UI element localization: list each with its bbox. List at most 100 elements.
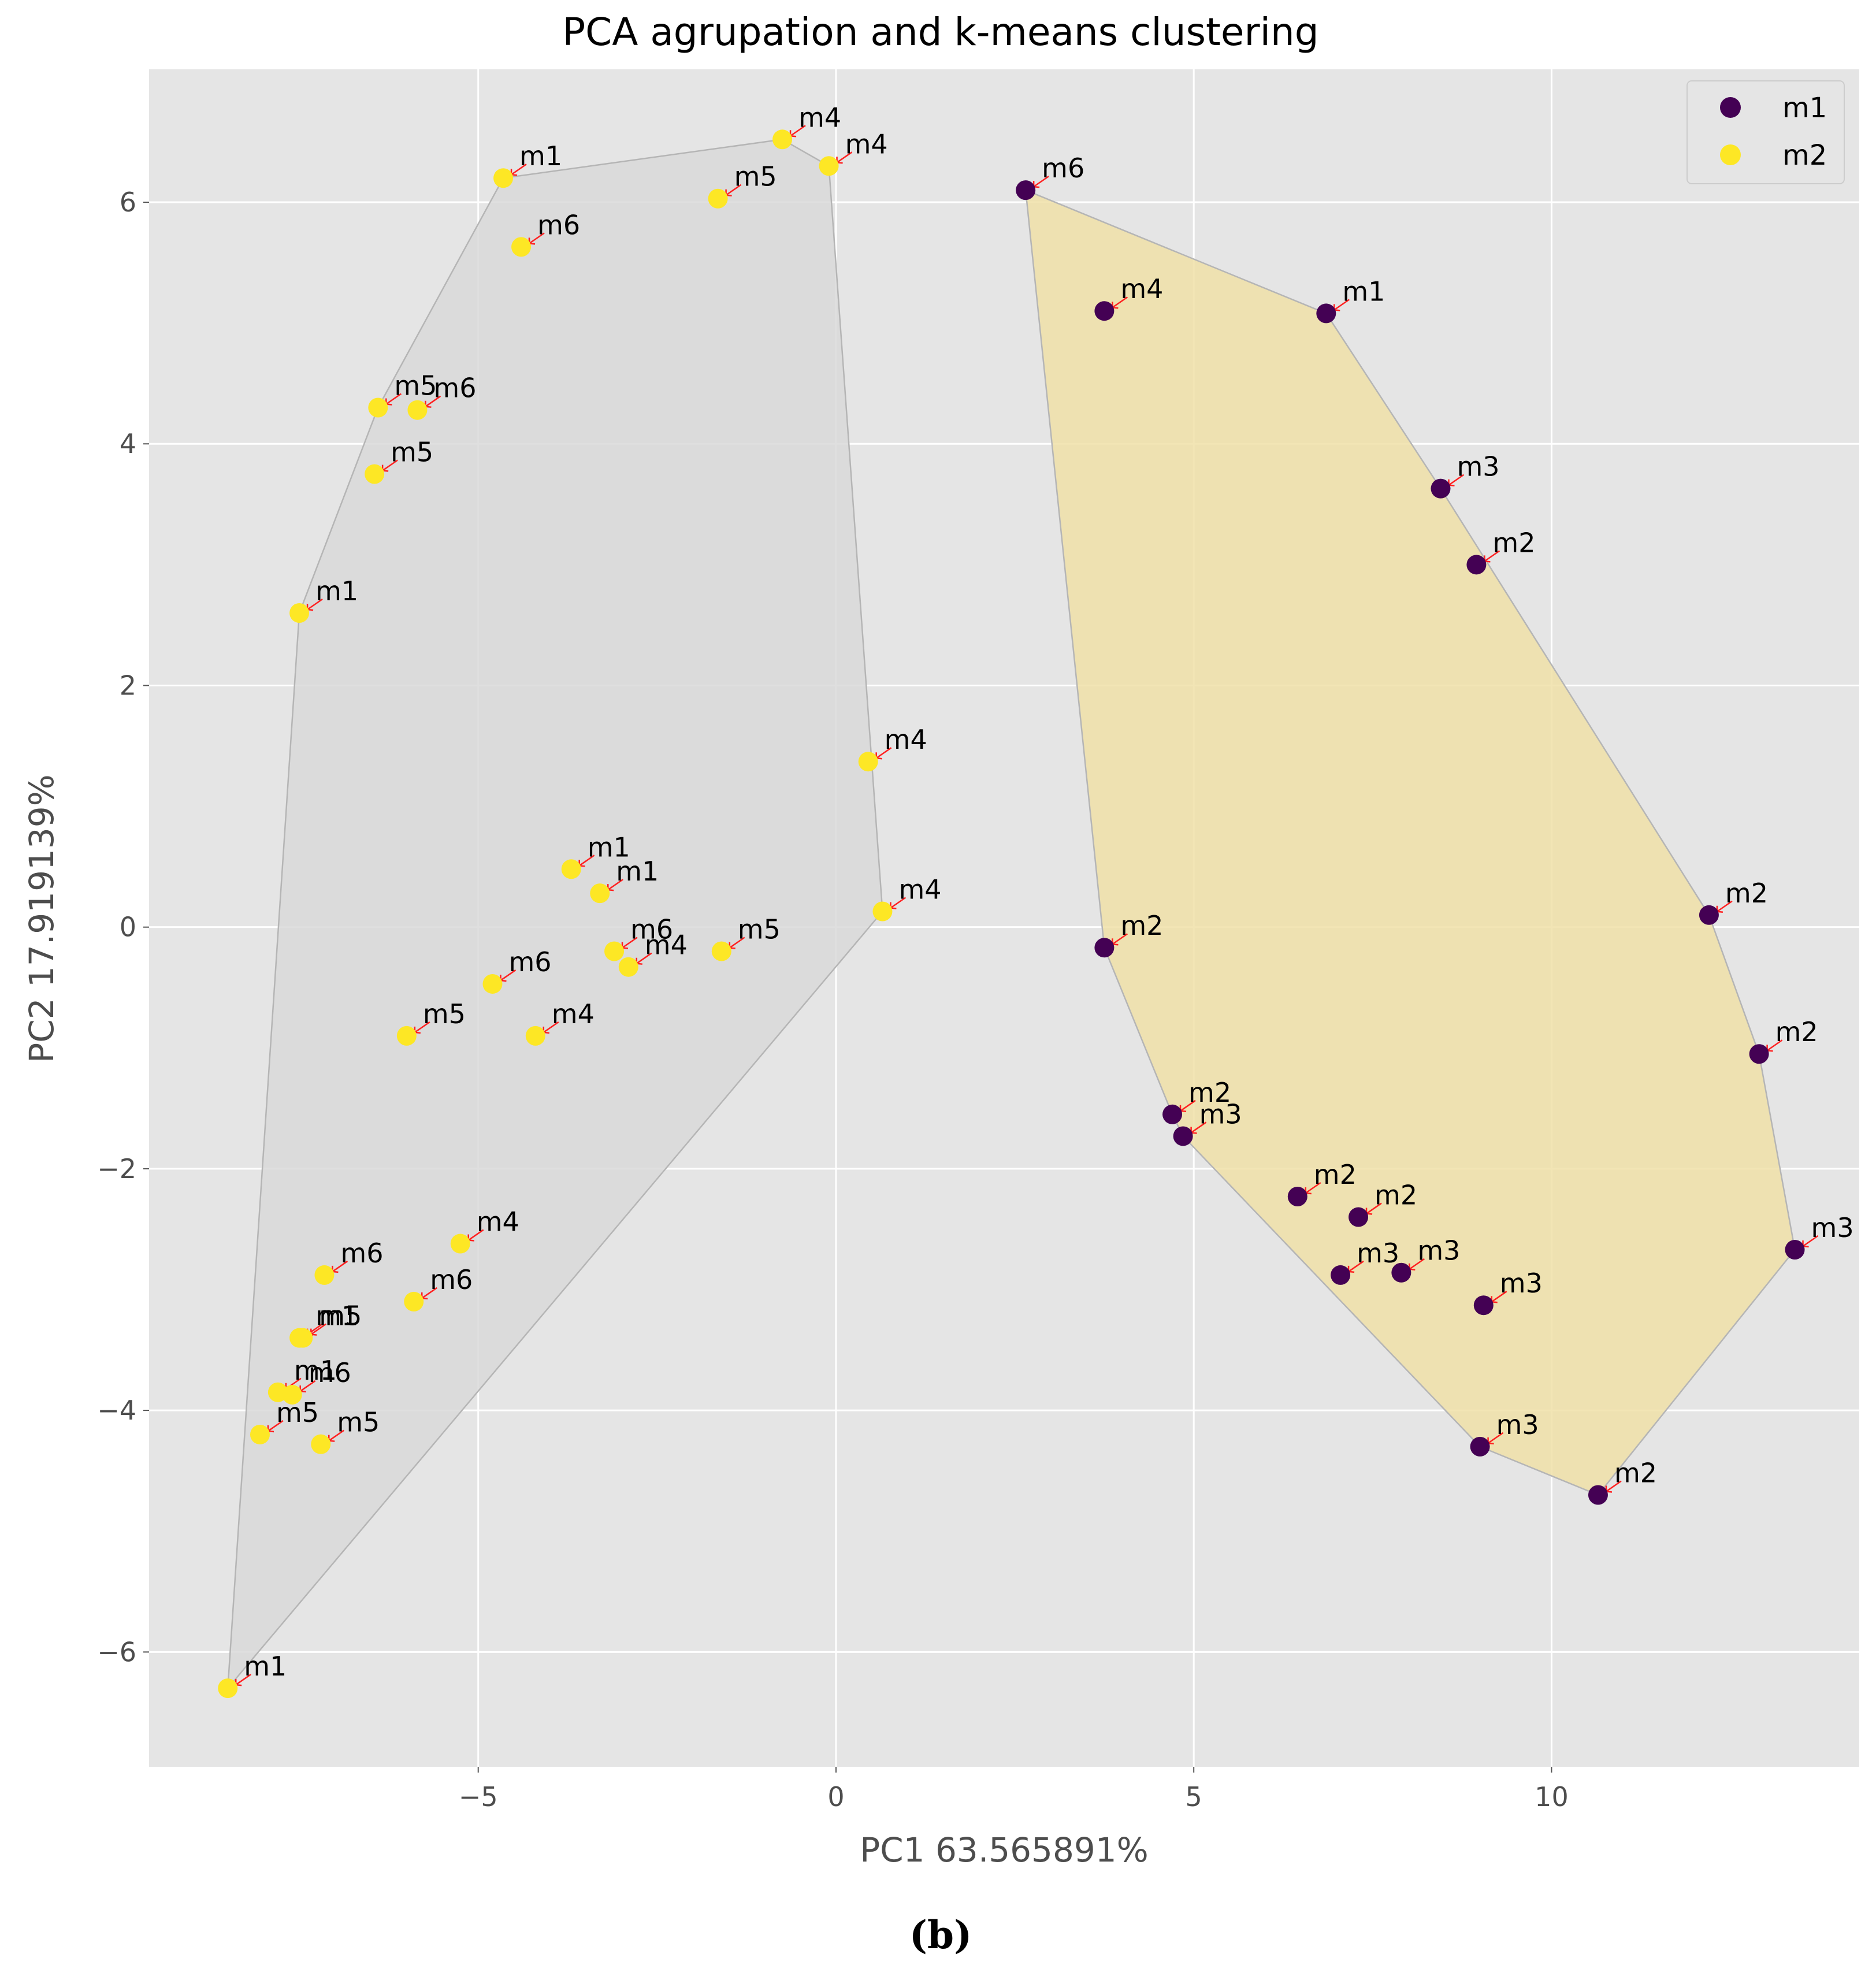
point-m2-m6: [511, 237, 532, 257]
y-axis-label: PC2 17.919139%: [22, 774, 61, 1063]
label-arrow: [421, 1287, 437, 1299]
y-tick-label: 4: [120, 428, 136, 459]
point-m2-m4: [772, 129, 793, 150]
point-m2-m4: [450, 1234, 470, 1254]
label-arrow: [268, 1420, 284, 1432]
label-arrow: [1491, 1291, 1507, 1303]
point-label: m5: [734, 161, 777, 192]
cluster-hull-m1: [1024, 189, 1796, 1496]
y-tick-label: −2: [97, 1153, 136, 1184]
point-label: m2: [1614, 1458, 1657, 1489]
label-arrow: [1112, 933, 1128, 945]
chart-title: PCA agrupation and k-means clustering: [562, 10, 1318, 54]
point-label: m2: [1188, 1077, 1231, 1108]
point-label: m5: [337, 1407, 380, 1438]
point-label: m4: [645, 930, 688, 961]
x-tick-label: −5: [459, 1781, 498, 1812]
point-m2-m5: [250, 1424, 270, 1444]
label-arrow: [1112, 296, 1128, 309]
point-m2-m6: [604, 941, 625, 961]
y-tick-label: 0: [120, 912, 136, 943]
point-label: m5: [423, 998, 466, 1030]
point-m2-m6: [407, 400, 428, 420]
point-m2-m4: [819, 156, 839, 176]
point-m2-m1: [218, 1678, 238, 1699]
point-label: m2: [1725, 878, 1768, 909]
label-arrow: [511, 164, 527, 176]
x-tick-label: 10: [1535, 1781, 1569, 1812]
label-arrow: [1190, 1121, 1207, 1134]
label-arrow: [1484, 550, 1500, 562]
label-arrow: [607, 879, 623, 891]
point-label: m3: [1496, 1409, 1539, 1440]
point-m2-m5: [311, 1434, 331, 1454]
point-label: m6: [630, 914, 673, 945]
label-arrow: [299, 1380, 316, 1392]
point-label: m2: [1492, 527, 1535, 558]
point-m1-m2: [1466, 555, 1487, 575]
point-label: m4: [477, 1206, 519, 1238]
point-m1-m2: [1094, 938, 1115, 958]
point-label: m6: [537, 209, 580, 240]
label-arrow: [310, 1323, 326, 1335]
point-m2-m5: [708, 188, 728, 209]
point-m1-m3: [1473, 1295, 1494, 1316]
point-m1-m2: [1699, 905, 1719, 925]
label-arrow: [414, 1021, 430, 1033]
point-label: m6: [340, 1238, 383, 1269]
label-arrow: [578, 855, 595, 867]
point-label: m6: [430, 1264, 473, 1295]
label-arrow: [468, 1229, 484, 1241]
point-m1-m3: [1431, 478, 1451, 499]
point-m2-m5: [293, 1328, 313, 1348]
y-tick-label: −4: [97, 1395, 136, 1426]
label-arrow: [1448, 474, 1465, 486]
point-label: m1: [1342, 276, 1385, 307]
point-m1-m1: [1316, 303, 1336, 324]
label-arrow: [382, 459, 398, 471]
point-m1-m3: [1391, 1262, 1411, 1283]
point-label: m4: [845, 128, 888, 159]
legend-label-m1: m1: [1782, 92, 1827, 124]
axis-ticks: −5 0 5 10 −6 −4 −2 0 2 4 6: [97, 187, 1569, 1812]
x-tick-label: 0: [827, 1781, 844, 1812]
point-label: m1: [588, 831, 630, 863]
point-label: m5: [391, 437, 433, 468]
label-arrow: [1305, 1182, 1321, 1194]
point-label: m5: [394, 370, 437, 402]
point-m1-m2: [1349, 1207, 1369, 1227]
point-m2-m1: [590, 883, 610, 904]
label-arrow: [1366, 1202, 1382, 1214]
point-m2-m5: [711, 941, 731, 961]
label-arrow: [725, 184, 742, 196]
point-m2-m4: [858, 752, 878, 772]
point-label: m5: [738, 914, 781, 945]
label-arrow: [890, 897, 907, 909]
point-label: m4: [798, 102, 841, 133]
point-m1-m3: [1470, 1436, 1490, 1457]
label-arrow: [385, 393, 402, 405]
point-m1-m6: [1016, 180, 1036, 200]
x-axis-label: PC1 63.565891%: [860, 1830, 1149, 1870]
label-arrow: [328, 1429, 344, 1442]
label-arrow: [425, 395, 441, 407]
label-arrow: [1033, 176, 1049, 188]
label-arrow: [1717, 900, 1733, 912]
legend: m1 m2: [1686, 80, 1845, 184]
point-label: m2: [1775, 1016, 1818, 1047]
point-label: m5: [319, 1301, 362, 1332]
point-label: m4: [898, 874, 941, 905]
point-label: m3: [1199, 1098, 1242, 1130]
point-m1-m2: [1588, 1485, 1608, 1505]
point-m2-m1: [289, 603, 310, 623]
label-arrow: [636, 952, 652, 964]
label-arrow: [1348, 1260, 1364, 1272]
label-arrow: [1180, 1099, 1196, 1112]
point-label: m1: [294, 1355, 337, 1386]
point-m1-m2: [1162, 1104, 1183, 1124]
legend-marker-m2: [1720, 144, 1741, 165]
data-points: [218, 129, 1805, 1699]
label-arrow: [1487, 1432, 1504, 1444]
point-m1-m4: [1094, 301, 1115, 321]
